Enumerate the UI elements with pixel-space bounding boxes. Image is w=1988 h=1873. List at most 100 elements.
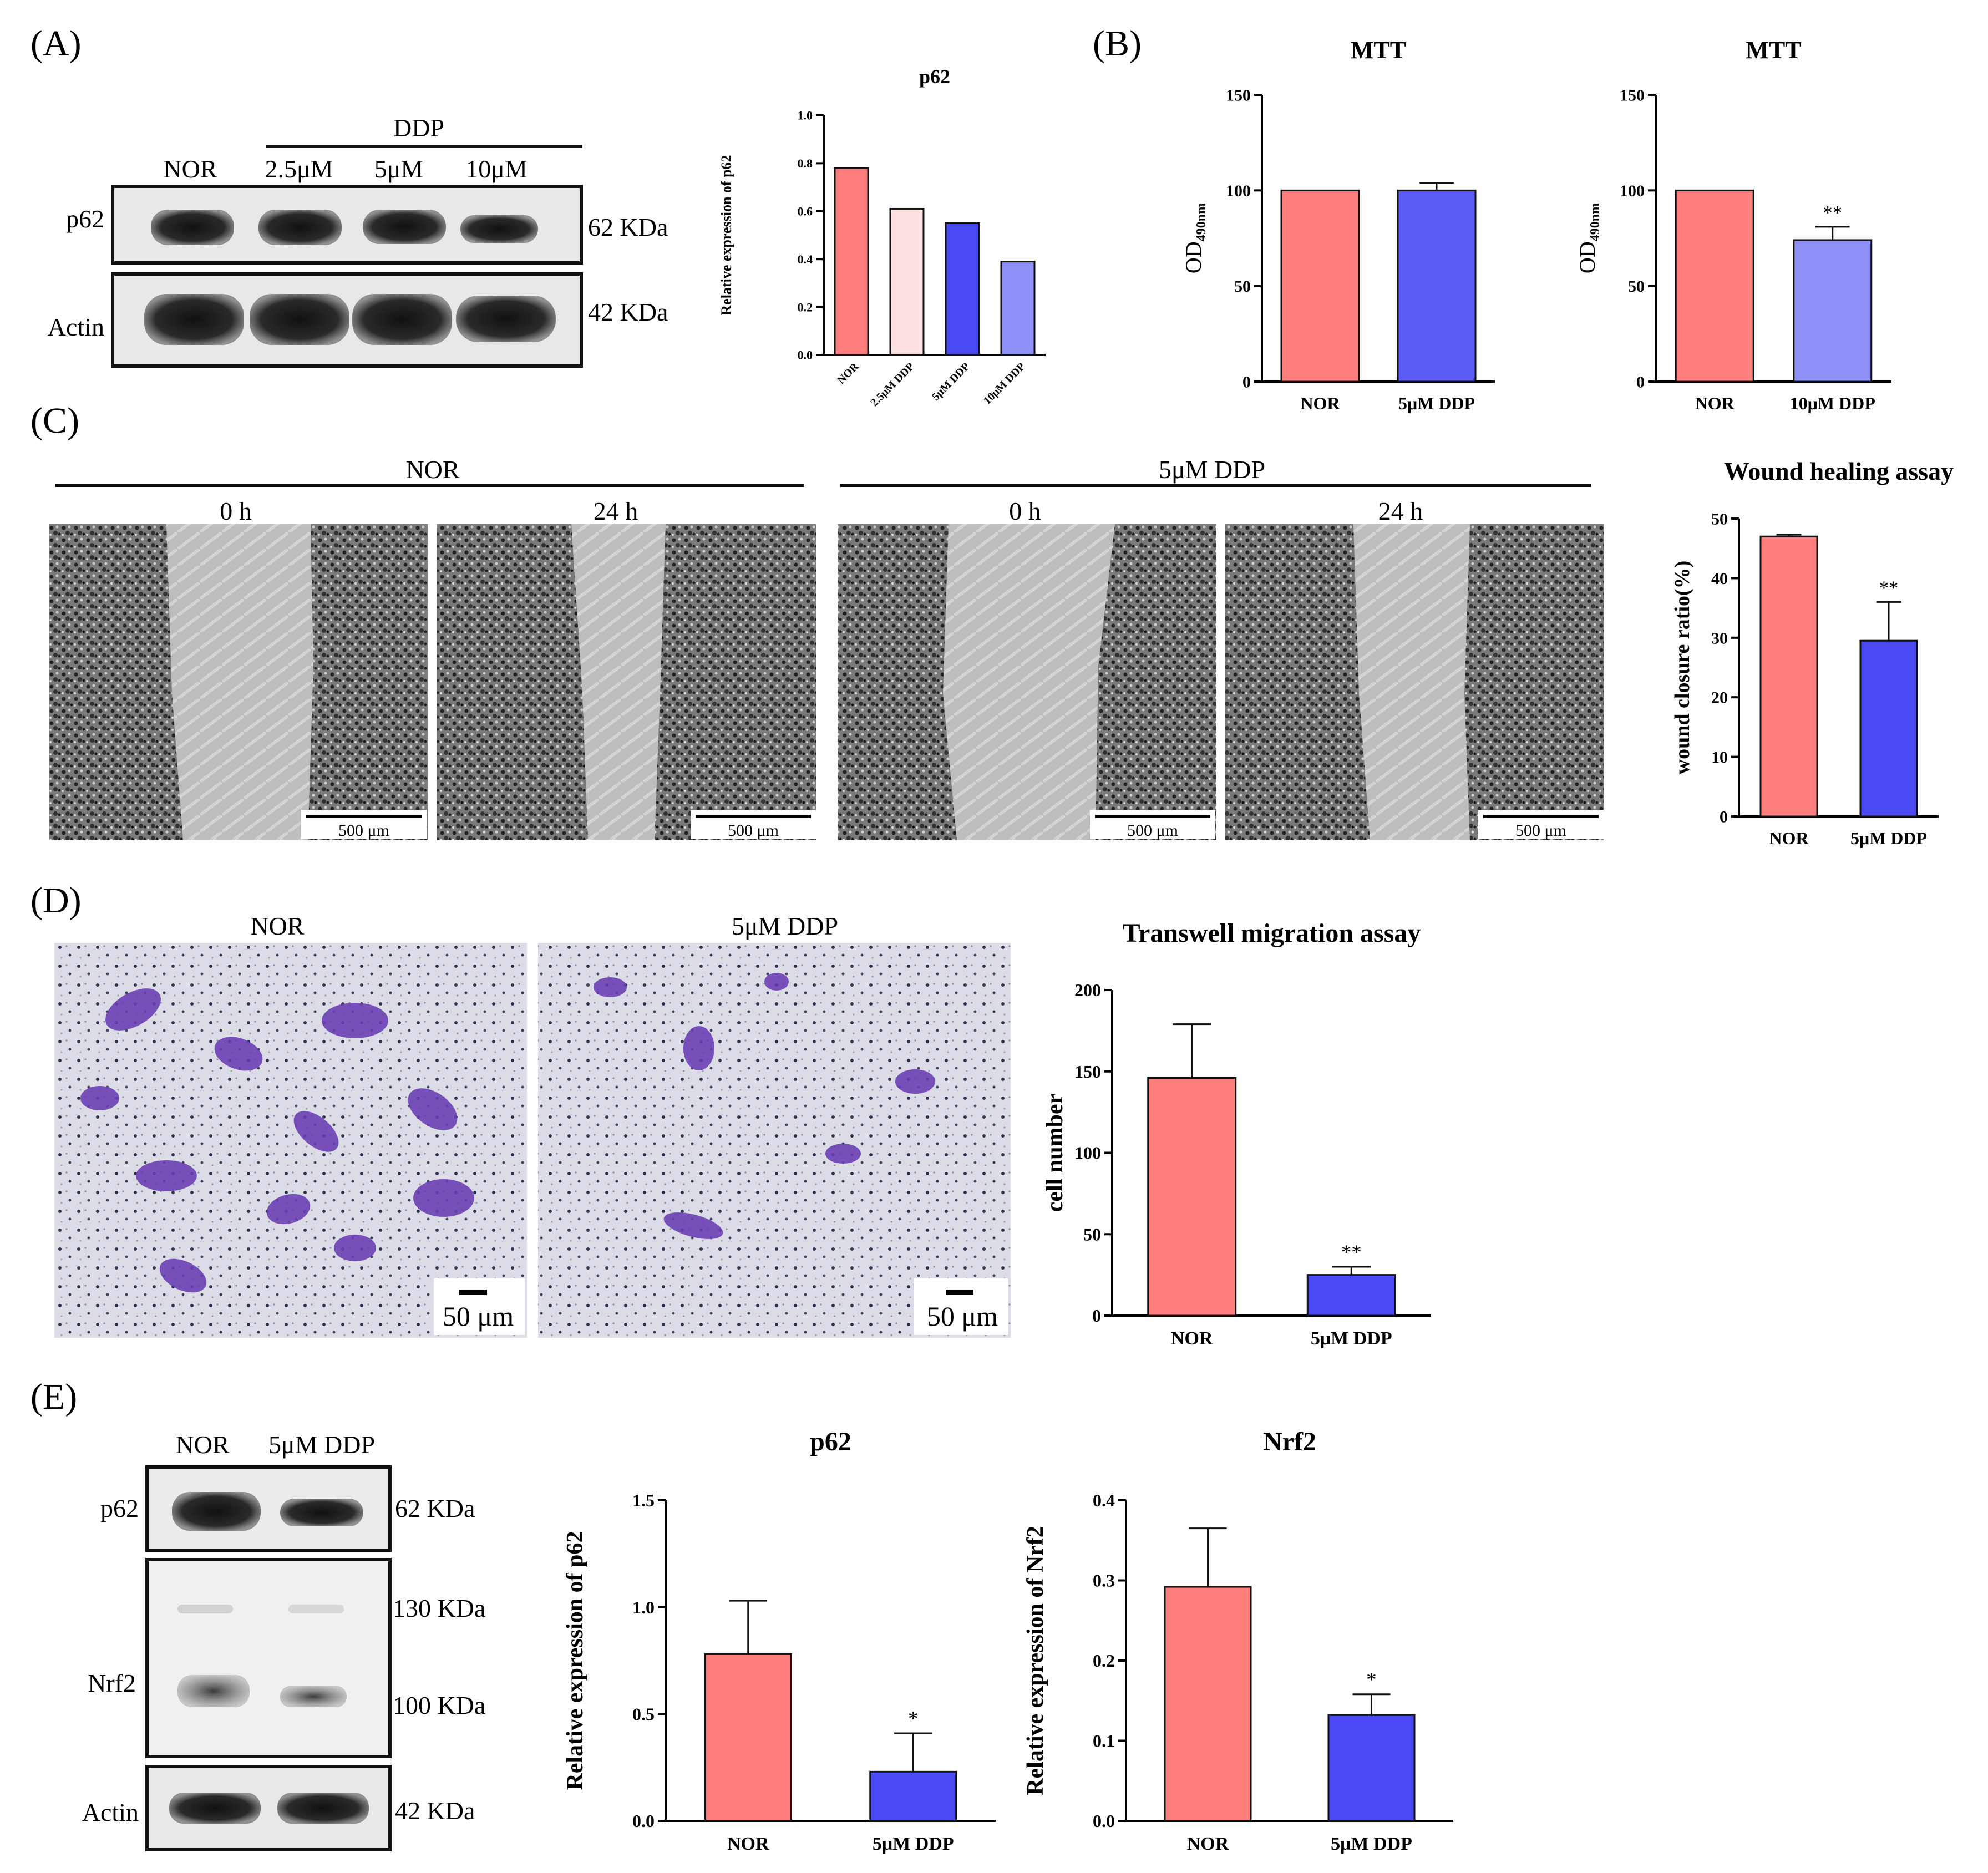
x-tick-label: NOR <box>835 361 861 387</box>
y-tick-label: 100 <box>1226 182 1251 200</box>
panel-a-letter: (A) <box>31 23 82 64</box>
y-axis-label-sub: 490nm <box>1194 203 1209 241</box>
blot-band <box>250 294 349 345</box>
y-tick-label: 150 <box>1226 87 1251 105</box>
blot-band <box>178 1605 233 1613</box>
bar <box>1280 189 1360 383</box>
blot-e-lane: 5μM DDP <box>268 1430 375 1459</box>
significance-label: ** <box>1341 1241 1362 1263</box>
y-tick-label: 0 <box>1242 373 1251 392</box>
wound-time-label: 0 h <box>1009 497 1041 525</box>
y-tick-label: 0.4 <box>798 252 813 266</box>
x-tick-label: 5μM DDP <box>873 1834 954 1854</box>
blot-e-size: 62 KDa <box>395 1494 475 1522</box>
y-tick-label: 10 <box>1711 748 1728 767</box>
blot-band <box>288 1605 344 1613</box>
blot-band <box>363 210 446 244</box>
blot-a-row-label: p62 <box>66 205 104 233</box>
y-tick-label: 1.5 <box>632 1490 655 1510</box>
chart-title: MTT <box>1746 37 1801 64</box>
y-axis-label: Relative expression of p62 <box>562 1531 588 1790</box>
x-tick-label: 10μM DDP <box>1790 393 1875 413</box>
chart-title: Transwell migration assay <box>1123 918 1421 948</box>
scale-bar-label: 500 μm <box>1127 821 1178 840</box>
bar <box>869 1770 957 1822</box>
blot-band <box>277 1793 369 1824</box>
y-tick-label: 50 <box>1083 1224 1101 1244</box>
panel-e-letter: (E) <box>31 1377 77 1417</box>
blot-band <box>178 1675 250 1707</box>
blot-band <box>280 1499 363 1526</box>
blot-a-lane: 10μM <box>465 155 528 183</box>
scale-bar-label: 50 μm <box>927 1301 998 1332</box>
x-tick-label: NOR <box>1171 1328 1213 1349</box>
chart-title: Wound healing assay <box>1724 457 1954 485</box>
blot-e-row-label: Actin <box>82 1798 139 1826</box>
bar <box>1000 261 1036 356</box>
x-tick-label: 5μM DDP <box>930 361 972 403</box>
y-tick-label: 0.0 <box>1093 1811 1115 1831</box>
y-tick-label: 0 <box>1092 1306 1101 1326</box>
scale-bar-label: 500 μm <box>338 821 389 840</box>
blot-band <box>151 210 234 245</box>
panel-d-letter: (D) <box>31 880 82 921</box>
bar <box>1306 1274 1396 1317</box>
blot-band <box>172 1492 261 1531</box>
y-axis-label-main: OD <box>1575 241 1600 273</box>
x-tick-label: 5μM DDP <box>1850 828 1927 848</box>
y-tick-label: 0.5 <box>632 1704 655 1724</box>
blot-a-lane: NOR <box>163 155 217 183</box>
blot-band <box>258 210 342 245</box>
bar <box>1147 1077 1237 1317</box>
blot-band <box>460 215 538 243</box>
x-tick-label: NOR <box>727 1834 769 1854</box>
y-tick-label: 1.0 <box>632 1597 655 1617</box>
y-tick-label: 100 <box>1620 182 1645 200</box>
y-tick-label: 100 <box>1074 1143 1101 1163</box>
x-tick-label: NOR <box>1769 828 1809 848</box>
bar <box>1164 1586 1252 1822</box>
blot-e-row-label: Nrf2 <box>88 1669 136 1697</box>
panel-d: (D) NOR 5μM DDP 50 μm <box>31 880 1011 1338</box>
chart-title: MTT <box>1351 37 1406 64</box>
panel-e: (E) NOR 5μM DDP p62 62 KDa Nrf2 130 KDa … <box>31 1377 485 1851</box>
blot-a-lane: 5μM <box>374 155 424 183</box>
x-tick-label: 2.5μM DDP <box>868 361 916 409</box>
blot-a-size: 42 KDa <box>588 298 668 326</box>
x-tick-label: 10μM DDP <box>981 361 1028 407</box>
chart-e-p62: p62 0.0 0.5 1.0 1.5 Relative expression of p6… <box>562 1427 996 1854</box>
blot-a-size: 62 KDa <box>588 213 668 241</box>
blot-band <box>456 296 556 342</box>
significance-label: ** <box>1879 577 1899 598</box>
blot-band <box>169 1793 261 1824</box>
y-tick-label: 0.8 <box>798 156 813 170</box>
wound-image-ddp-0h: 500 μm <box>838 524 1216 840</box>
bar <box>945 222 980 356</box>
significance-label: ** <box>1823 202 1843 224</box>
y-tick-label: 0 <box>1636 373 1645 392</box>
y-tick-label: 200 <box>1074 980 1101 1000</box>
y-tick-label: 50 <box>1711 510 1728 529</box>
chart-title: Nrf2 <box>1263 1427 1316 1456</box>
significance-label: * <box>908 1707 918 1730</box>
y-tick-label: 40 <box>1711 570 1728 588</box>
transwell-group-label: NOR <box>250 912 304 940</box>
transwell-group-label: 5μM DDP <box>732 912 838 940</box>
treatment-label: DDP <box>393 114 444 142</box>
panel-b-letter: (B) <box>1093 23 1142 64</box>
y-tick-label: 0.6 <box>798 205 813 219</box>
bar <box>834 167 869 356</box>
y-axis-label-main: OD <box>1181 241 1206 273</box>
chart-b-mtt-5um: MTT 0 50 100 150 OD490nm NOR 5μM DDP <box>1181 37 1495 413</box>
x-tick-label: 5μM DDP <box>1398 393 1475 413</box>
y-tick-label: 1.0 <box>798 109 813 123</box>
y-tick-label: 50 <box>1628 277 1645 296</box>
wound-group-label: NOR <box>405 455 459 484</box>
wound-group-label: 5μM DDP <box>1159 455 1265 484</box>
scale-bar-label: 500 μm <box>728 821 779 840</box>
x-tick-label: NOR <box>1187 1834 1229 1854</box>
panel-c-letter: (C) <box>31 400 79 441</box>
significance-label: * <box>1366 1668 1376 1691</box>
y-tick-label: 30 <box>1711 629 1728 647</box>
